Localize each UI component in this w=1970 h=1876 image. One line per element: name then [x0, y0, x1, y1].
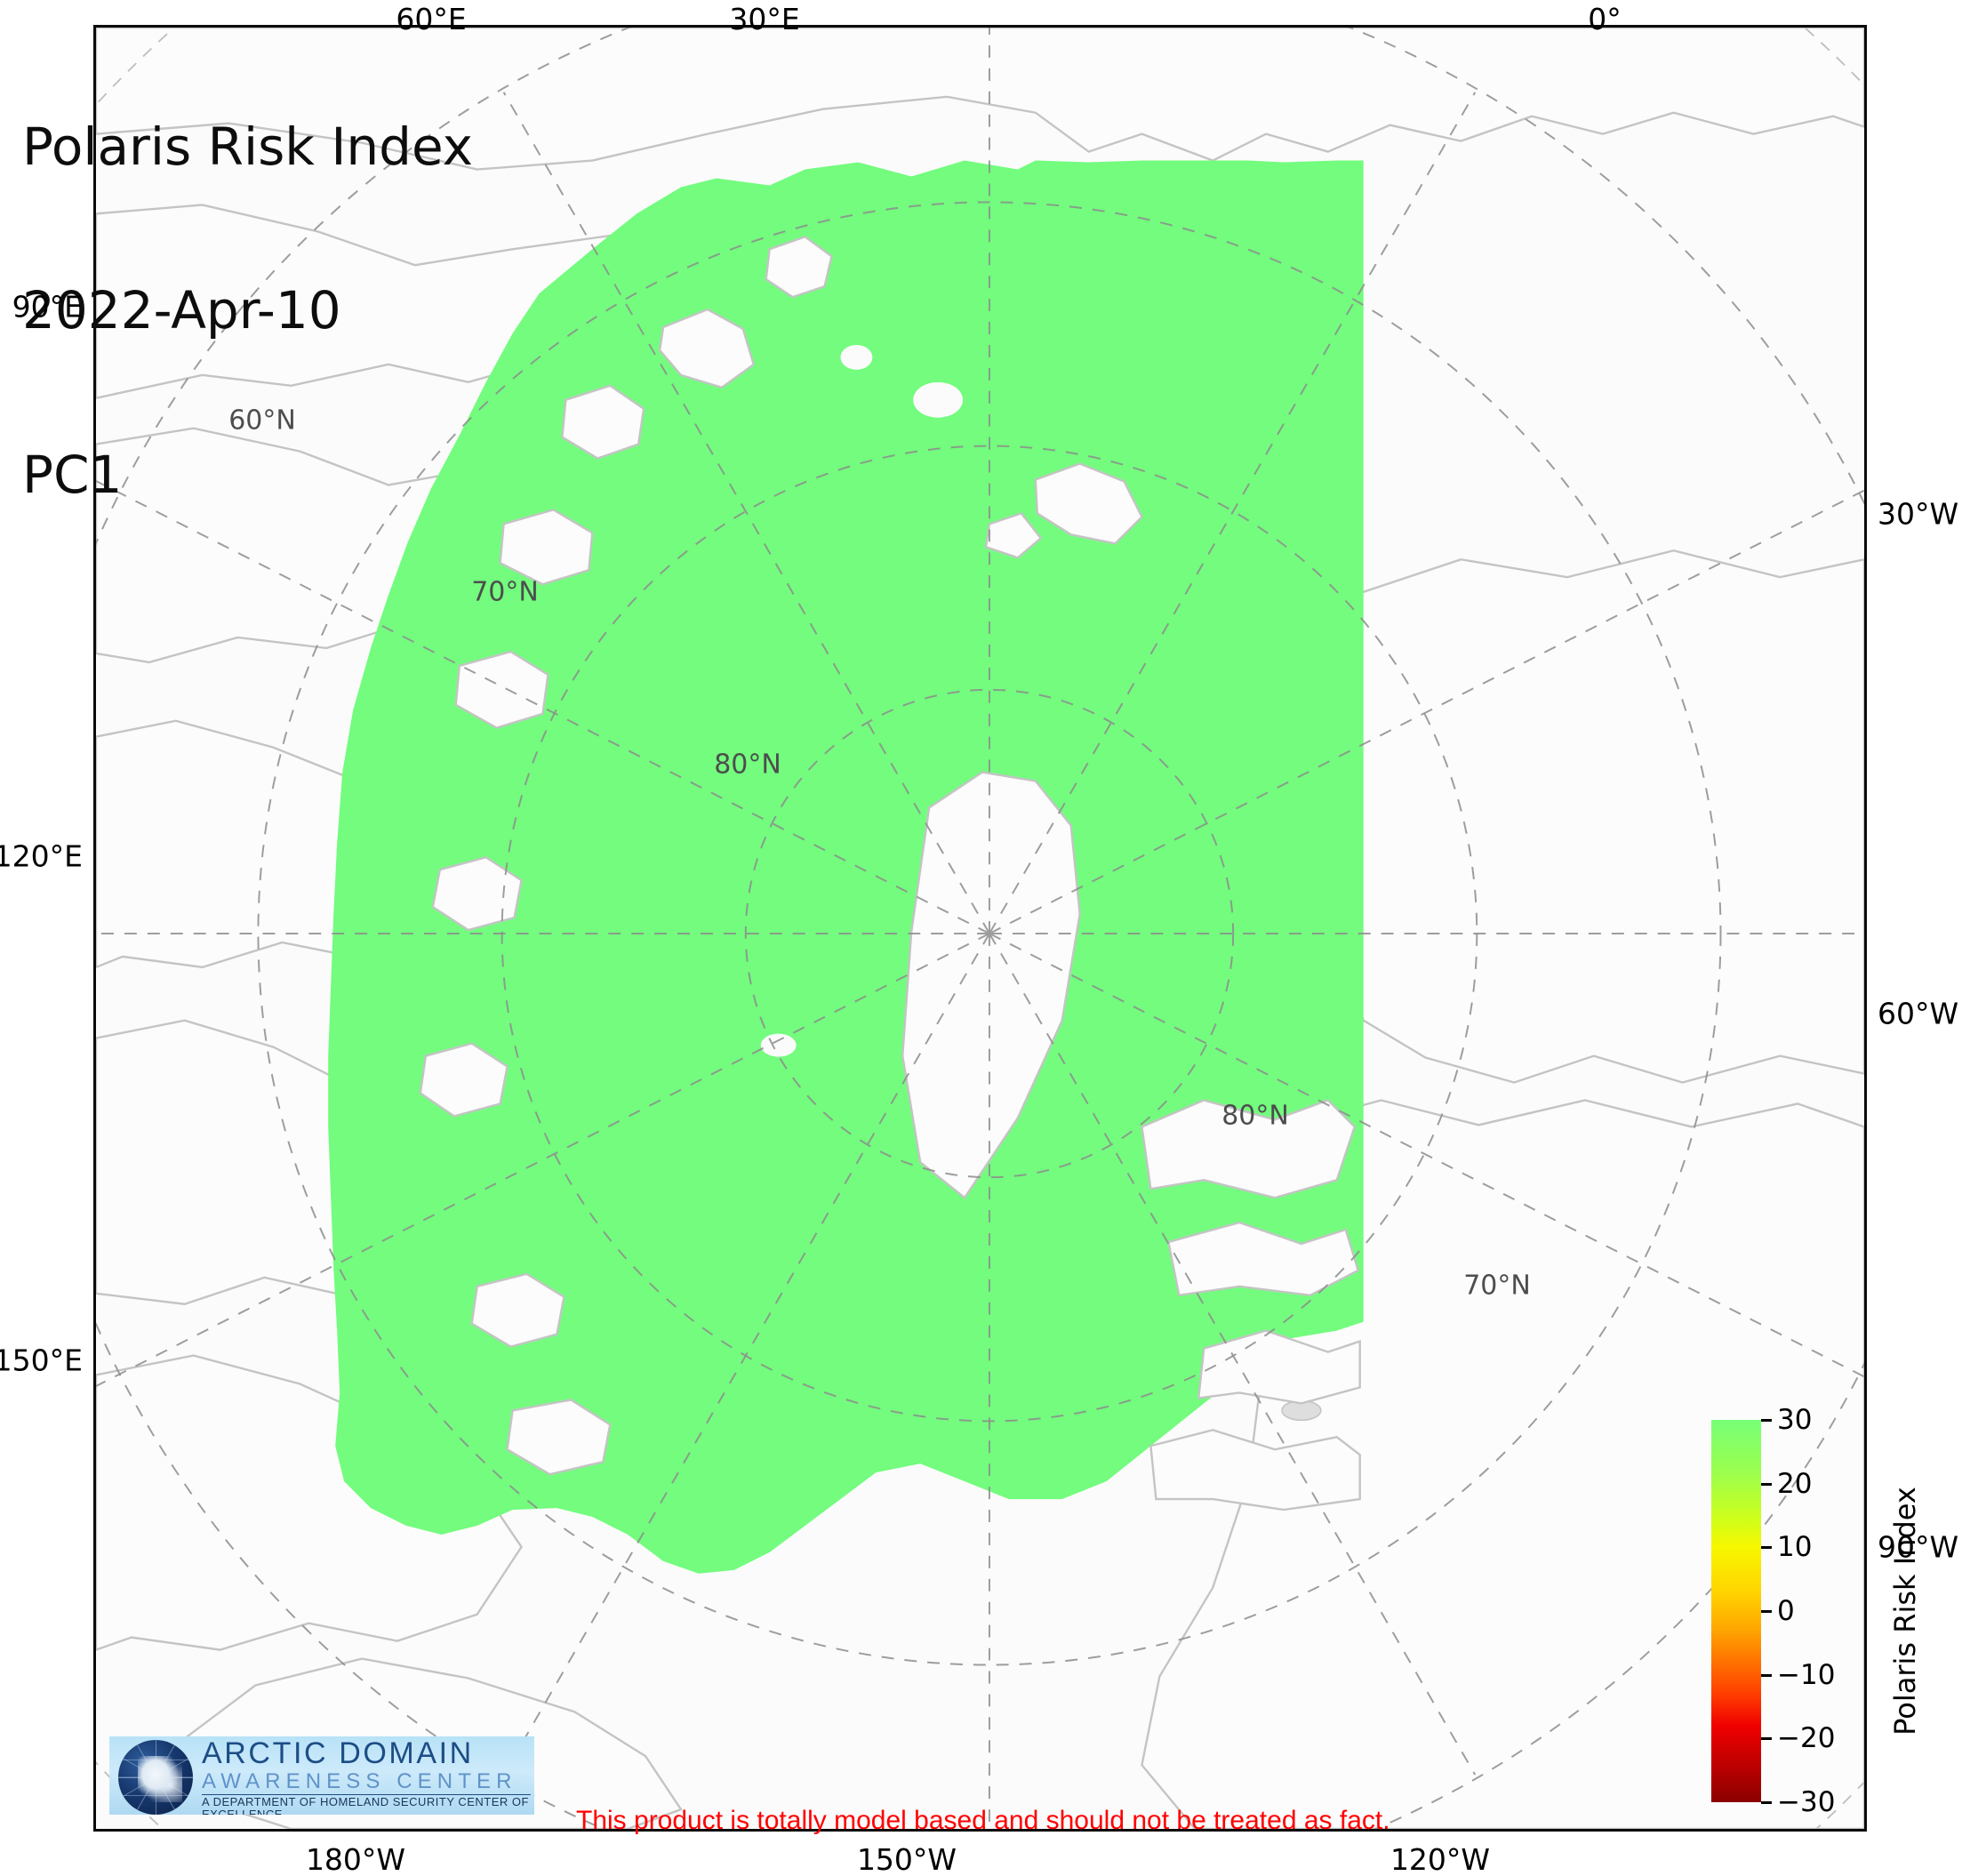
- colorbar-tick-label-1: 20: [1777, 1467, 1813, 1500]
- colorbar-tick-label-0: 30: [1777, 1404, 1813, 1436]
- axis-label-left-0: 90°E: [12, 289, 83, 325]
- colorbar-tick-1: [1761, 1482, 1772, 1486]
- colorbar-tick-label-5: −20: [1777, 1722, 1836, 1755]
- axis-label-bottom-2: 120°W: [1389, 1842, 1491, 1876]
- colorbar-tick-4: [1761, 1673, 1772, 1677]
- colorbar-tick-5: [1761, 1737, 1772, 1741]
- colorbar-tick-label-4: −10: [1777, 1658, 1836, 1691]
- arctic-polar-map: .land { fill:#fcfcfc; stroke:#c4c4c4; st…: [96, 28, 1864, 1829]
- colorbar-tick-label-6: −30: [1777, 1786, 1836, 1818]
- adac-divider: [202, 1793, 531, 1795]
- adac-title: ARCTIC DOMAIN: [202, 1736, 474, 1770]
- map-panel: .land { fill:#fcfcfc; stroke:#c4c4c4; st…: [93, 25, 1867, 1832]
- colorbar-tick-6: [1761, 1801, 1772, 1804]
- axis-label-bottom-0: 180°W: [305, 1842, 406, 1876]
- axis-label-left-2: 150°E: [0, 1343, 83, 1378]
- disclaimer-line-1: This product is totally model based and …: [576, 1806, 1390, 1836]
- axis-label-right-2: 90°W: [1878, 1529, 1959, 1565]
- axis-label-bottom-1: 150°W: [856, 1842, 957, 1876]
- colorbar-gradient: [1711, 1420, 1761, 1802]
- adac-subtitle: AWARENESS CENTER: [202, 1769, 517, 1793]
- colorbar-title: Polaris Risk Index: [1888, 1487, 1922, 1736]
- adac-tagline: A DEPARTMENT OF HOMELAND SECURITY CENTER…: [202, 1794, 529, 1815]
- adac-logo: ARCTIC DOMAIN AWARENESS CENTER A DEPARTM…: [109, 1736, 534, 1815]
- colorbar-tick-3: [1761, 1610, 1772, 1613]
- axis-label-top-1: 30°E: [729, 2, 800, 36]
- colorbar-tick-0: [1761, 1419, 1772, 1422]
- adac-logo-text: ARCTIC DOMAIN AWARENESS CENTER A DEPARTM…: [202, 1738, 531, 1815]
- colorbar-tick-label-3: 0: [1777, 1595, 1795, 1627]
- disclaimer-text: This product is totally model based and …: [576, 1736, 1544, 1876]
- axis-label-right-0: 30°W: [1878, 496, 1959, 532]
- axis-label-right-1: 60°W: [1878, 996, 1959, 1031]
- globe-ice-overlay: [138, 1756, 182, 1802]
- colorbar-tick-label-2: 10: [1777, 1531, 1813, 1564]
- colorbar-tick-2: [1761, 1546, 1772, 1550]
- axis-label-top-2: 0°: [1588, 2, 1622, 36]
- axis-label-left-1: 120°E: [0, 838, 83, 874]
- axis-label-top-0: 60°E: [396, 2, 467, 36]
- colorbar: 30 20 10 0 −10 −20 −30: [1711, 1404, 1835, 1818]
- globe-icon: [118, 1740, 193, 1815]
